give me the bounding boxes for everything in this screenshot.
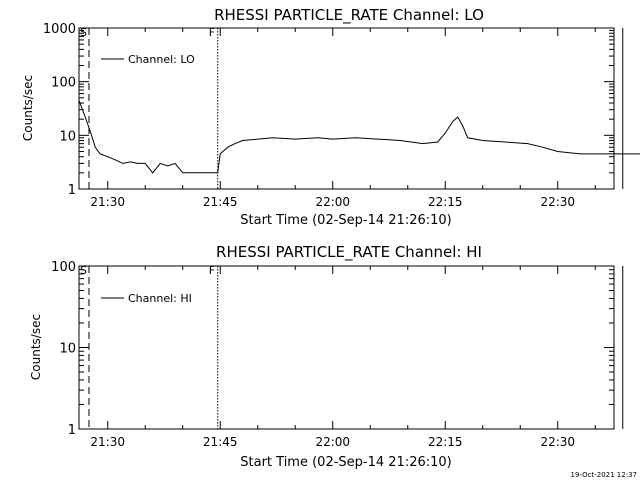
hi-chart-title: RHESSI PARTICLE_RATE Channel: HI	[216, 243, 482, 262]
lo-marker-label-1: F	[209, 26, 215, 39]
lo-chart-title: RHESSI PARTICLE_RATE Channel: LO	[214, 6, 484, 25]
hi-legend: Channel: HI	[101, 292, 192, 305]
lo-y-tick-label-3: 1000	[43, 22, 76, 37]
hi-x-tick-label-4: 22:30	[540, 435, 575, 449]
lo-y-tick-label-0: 1	[68, 183, 76, 198]
lo-legend-label: Channel: LO	[128, 53, 195, 66]
hi-y-tick-label-2: 100	[51, 260, 76, 275]
lo-marker-label-0: S	[80, 26, 87, 39]
hi-x-tick-label-0: 21:30	[90, 435, 125, 449]
lo-x-tick-label-1: 21:45	[203, 195, 238, 209]
lo-y-tick-label-1: 10	[59, 129, 76, 144]
lo-series-line-0	[78, 100, 640, 174]
hi-x-tick-label-1: 21:45	[203, 435, 238, 449]
lo-marker-lines: SFNE	[80, 26, 624, 189]
hi-marker-label-1: F	[209, 264, 215, 277]
hi-y-tick-label-1: 10	[59, 342, 76, 357]
hi-y-axis-label: Counts/sec	[29, 314, 43, 380]
hi-x-tick-label-2: 22:00	[315, 435, 350, 449]
lo-channel-panel: RHESSI PARTICLE_RATE Channel: LO SFNE 21…	[21, 6, 640, 228]
lo-legend: Channel: LO	[101, 53, 195, 66]
lo-x-tick-label-0: 21:30	[90, 195, 125, 209]
lo-x-tick-label-2: 22:00	[315, 195, 350, 209]
lo-y-axis-label: Counts/sec	[21, 75, 35, 141]
hi-channel-panel: RHESSI PARTICLE_RATE Channel: HI SFNE 21…	[29, 243, 624, 470]
lo-x-axis-label: Start Time (02-Sep-14 21:26:10)	[240, 213, 451, 228]
lo-series-lines	[78, 100, 640, 174]
lo-x-tick-label-3: 22:15	[428, 195, 463, 209]
hi-y-tick-label-0: 1	[68, 423, 76, 438]
hi-legend-label: Channel: HI	[128, 292, 192, 305]
lo-plot-frame	[78, 27, 615, 190]
hi-y-ticks: 1 10 100	[51, 260, 614, 438]
lo-y-tick-label-2: 100	[51, 76, 76, 91]
lo-x-tick-label-4: 22:30	[540, 195, 575, 209]
hi-marker-label-0: S	[80, 264, 87, 277]
hi-x-axis-label: Start Time (02-Sep-14 21:26:10)	[240, 455, 451, 470]
footer-timestamp: 19-Oct-2021 12:37	[571, 471, 637, 479]
lo-y-ticks: 1 10 100 1000	[43, 22, 614, 198]
hi-x-tick-label-3: 22:15	[428, 435, 463, 449]
